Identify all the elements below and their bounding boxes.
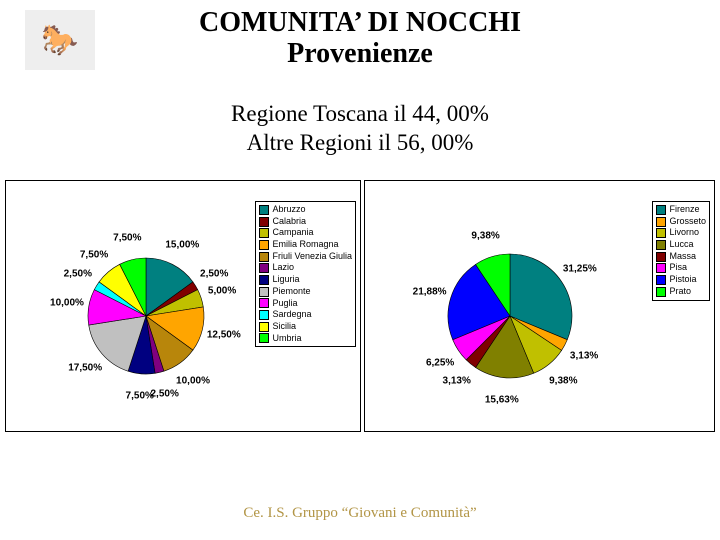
legend-label: Pistoia bbox=[669, 274, 696, 286]
legend-swatch bbox=[259, 228, 269, 238]
pie-slice-label: 31,25% bbox=[563, 264, 597, 275]
legend-swatch bbox=[259, 333, 269, 343]
legend-swatch bbox=[259, 298, 269, 308]
legend-swatch bbox=[656, 217, 666, 227]
footer-text: Ce. I.S. Gruppo “Giovani e Comunità” bbox=[0, 505, 720, 522]
legend-label: Lucca bbox=[669, 239, 693, 251]
legend-item: Prato bbox=[656, 286, 706, 298]
pie-slice-label: 2,50% bbox=[64, 269, 92, 280]
title-line-1: COMUNITA’ DI NOCCHI bbox=[199, 7, 521, 38]
pie-slice-label: 7,50% bbox=[126, 390, 154, 401]
legend-item: Piemonte bbox=[259, 286, 352, 298]
pie-slice-label: 2,50% bbox=[150, 388, 178, 399]
legend-swatch bbox=[656, 205, 666, 215]
slide-title: COMUNITA’ DI NOCCHI Provenienze bbox=[0, 8, 720, 70]
left-legend: AbruzzoCalabriaCampaniaEmilia RomagnaFri… bbox=[255, 201, 356, 347]
legend-swatch bbox=[259, 275, 269, 285]
legend-item: Liguria bbox=[259, 274, 352, 286]
legend-label: Sardegna bbox=[272, 309, 311, 321]
legend-label: Puglia bbox=[272, 298, 297, 310]
legend-item: Lazio bbox=[259, 262, 352, 274]
legend-swatch bbox=[259, 263, 269, 273]
pie-slice-label: 5,00% bbox=[208, 286, 236, 297]
legend-label: Liguria bbox=[272, 274, 299, 286]
left-pie-chart: 15,00%2,50%5,00%12,50%10,00%2,50%7,50%17… bbox=[5, 180, 361, 432]
legend-swatch bbox=[259, 217, 269, 227]
subtitle-line-2: Altre Regioni il 56, 00% bbox=[247, 130, 474, 155]
legend-item: Abruzzo bbox=[259, 204, 352, 216]
legend-item: Massa bbox=[656, 251, 706, 263]
legend-item: Friuli Venezia Giulia bbox=[259, 251, 352, 263]
legend-label: Piemonte bbox=[272, 286, 310, 298]
legend-swatch bbox=[259, 240, 269, 250]
legend-item: Puglia bbox=[259, 298, 352, 310]
pie-slice-label: 21,88% bbox=[413, 286, 447, 297]
legend-item: Livorno bbox=[656, 227, 706, 239]
pie-slice-label: 12,50% bbox=[207, 329, 241, 340]
legend-label: Livorno bbox=[669, 227, 699, 239]
pie-slice-label: 9,38% bbox=[549, 375, 577, 386]
legend-label: Abruzzo bbox=[272, 204, 305, 216]
legend-swatch bbox=[656, 287, 666, 297]
charts-row: 15,00%2,50%5,00%12,50%10,00%2,50%7,50%17… bbox=[5, 180, 715, 430]
pie-slice-label: 15,00% bbox=[165, 239, 199, 250]
pie-slice-label: 7,50% bbox=[80, 250, 108, 261]
right-legend: FirenzeGrossetoLivornoLuccaMassaPisaPist… bbox=[652, 201, 710, 301]
pie-slice-label: 9,38% bbox=[471, 230, 499, 241]
pie-slice-label: 6,25% bbox=[426, 357, 454, 368]
slide-subtitle: Regione Toscana il 44, 00% Altre Regioni… bbox=[0, 100, 720, 158]
pie-slice-label: 7,50% bbox=[113, 233, 141, 244]
pie-slice-label: 10,00% bbox=[176, 375, 210, 386]
right-pie-chart: 31,25% 3,13% 9,38% 15,63% 3,13% 6,25% 21,88% 9,… bbox=[364, 180, 715, 432]
legend-label: Emilia Romagna bbox=[272, 239, 338, 251]
title-line-2: Provenienze bbox=[287, 38, 433, 69]
pie-slice-label: 3,13% bbox=[570, 350, 598, 361]
legend-label: Firenze bbox=[669, 204, 699, 216]
legend-label: Prato bbox=[669, 286, 691, 298]
legend-label: Grosseto bbox=[669, 216, 706, 228]
subtitle-line-1: Regione Toscana il 44, 00% bbox=[231, 101, 489, 126]
slide: 🐎 COMUNITA’ DI NOCCHI Provenienze Region… bbox=[0, 0, 720, 540]
legend-label: Campania bbox=[272, 227, 313, 239]
pie-slice-label: 10,00% bbox=[50, 298, 84, 309]
legend-item: Lucca bbox=[656, 239, 706, 251]
pie-slice-label: 17,50% bbox=[68, 362, 102, 373]
legend-swatch bbox=[656, 252, 666, 262]
legend-swatch bbox=[259, 287, 269, 297]
legend-item: Firenze bbox=[656, 204, 706, 216]
pie-slice-label: 15,63% bbox=[485, 394, 519, 405]
legend-item: Calabria bbox=[259, 216, 352, 228]
legend-swatch bbox=[656, 275, 666, 285]
legend-item: Umbria bbox=[259, 333, 352, 345]
legend-swatch bbox=[656, 228, 666, 238]
legend-item: Pisa bbox=[656, 262, 706, 274]
legend-label: Sicilia bbox=[272, 321, 296, 333]
legend-item: Sardegna bbox=[259, 309, 352, 321]
legend-swatch bbox=[656, 263, 666, 273]
pie-slice-label: 3,13% bbox=[443, 375, 471, 386]
legend-swatch bbox=[259, 205, 269, 215]
legend-label: Calabria bbox=[272, 216, 306, 228]
legend-label: Pisa bbox=[669, 262, 687, 274]
legend-swatch bbox=[259, 310, 269, 320]
legend-swatch bbox=[259, 322, 269, 332]
legend-item: Campania bbox=[259, 227, 352, 239]
legend-label: Umbria bbox=[272, 333, 301, 345]
legend-swatch bbox=[259, 252, 269, 262]
legend-label: Friuli Venezia Giulia bbox=[272, 251, 352, 263]
legend-label: Massa bbox=[669, 251, 696, 263]
legend-label: Lazio bbox=[272, 262, 294, 274]
legend-item: Pistoia bbox=[656, 274, 706, 286]
legend-item: Emilia Romagna bbox=[259, 239, 352, 251]
legend-swatch bbox=[656, 240, 666, 250]
pie-slice-label: 2,50% bbox=[200, 269, 228, 280]
legend-item: Sicilia bbox=[259, 321, 352, 333]
legend-item: Grosseto bbox=[656, 216, 706, 228]
